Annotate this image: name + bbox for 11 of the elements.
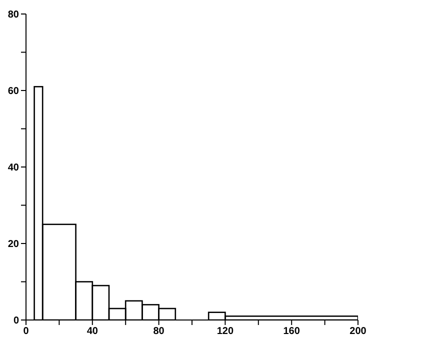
x-tick-label: 200: [350, 326, 367, 338]
y-tick-label: 80: [8, 10, 20, 21]
x-tick-label: 160: [283, 326, 300, 338]
y-tick-label: 0: [13, 316, 20, 327]
y-tick-label: 20: [8, 239, 20, 250]
x-tick-label: 120: [216, 326, 234, 338]
x-tick-label: 80: [153, 326, 165, 338]
x-tick-label: 0: [23, 326, 30, 338]
y-tick-label: 60: [8, 86, 20, 98]
y-tick-label: 40: [8, 162, 20, 174]
x-tick-label: 40: [86, 326, 98, 338]
